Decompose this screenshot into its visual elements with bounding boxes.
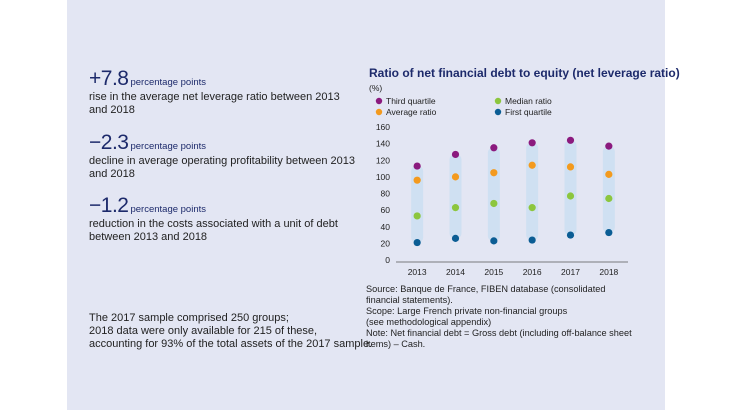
stat-unit: percentage points [130,77,206,88]
average-point [451,173,460,181]
chart-notes: Source: Banque de France, FIBEN database… [366,284,636,350]
stat-leverage: +7.8 percentage points rise in the averag… [89,67,361,117]
y-tick-label: 80 [381,189,391,199]
interquartile-band [487,147,500,241]
median-point [566,192,575,200]
third-quartile-point [528,139,536,147]
x-tick-label: 2017 [561,267,580,277]
first-quartile-point [566,231,575,239]
average-point [605,170,613,178]
note-line: Note: Net financial debt = Gross debt (i… [366,328,632,338]
sample-note-line: The 2017 sample comprised 250 groups; [89,312,289,324]
stat-debt-cost: −1.2 percentage points reduction in the c… [89,194,361,244]
stat-value: −1.2 [89,194,129,217]
y-tick-label: 100 [376,172,390,182]
legend-marker [375,97,383,105]
median-point [605,194,613,203]
legend-marker [494,108,502,116]
note-line: Scope: Large French private non-financia… [366,306,568,316]
stat-description: decline in average operating profitabili… [89,155,356,180]
note-line: Source: Banque de France, FIBEN database… [366,284,606,294]
legend-label: First quartile [505,107,552,117]
x-tick-label: 2015 [484,267,503,277]
median-point [528,204,536,212]
stat-unit: percentage points [130,204,206,215]
interquartile-band [526,142,539,241]
legend-label: Third quartile [386,96,436,106]
y-tick-label: 120 [376,155,390,165]
third-quartile-point [413,162,421,170]
stat-unit: percentage points [130,141,206,152]
legend-marker [375,108,383,116]
median-point [490,199,498,208]
stat-description: rise in the average net leverage ratio b… [89,91,340,116]
x-tick-label: 2014 [446,267,465,277]
interquartile-band [602,146,615,233]
y-tick-label: 160 [376,122,390,132]
legend-label: Median ratio [505,96,552,106]
stat-description: reduction in the costs associated with a… [89,218,338,243]
note-line: (see methodological appendix) [366,317,492,327]
interquartile-band [564,140,577,236]
third-quartile-point [490,144,498,152]
third-quartile-point [451,150,460,159]
first-quartile-point [490,237,498,245]
y-tick-label: 60 [381,205,391,215]
chart-title: Ratio of net financial debt to equity (n… [369,66,680,80]
sample-note-line: accounting for 93% of the total assets o… [89,338,373,350]
third-quartile-point [566,136,575,144]
y-tick-label: 20 [381,238,391,248]
first-quartile-point [451,234,460,242]
average-point [413,176,421,184]
interquartile-band [411,166,424,243]
first-quartile-point [605,228,613,237]
x-tick-label: 2013 [408,267,427,277]
note-line: financial statements). [366,295,453,305]
stat-profitability: −2.3 percentage points decline in average… [89,131,361,181]
first-quartile-point [528,236,536,244]
y-axis-label: (%) [369,83,382,93]
y-tick-label: 140 [376,139,390,149]
sample-note-line: 2018 data were only available for 215 of… [89,325,318,337]
y-tick-label: 0 [385,255,390,265]
x-tick-label: 2018 [599,267,618,277]
average-point [490,169,498,177]
third-quartile-point [605,142,613,150]
average-point [566,163,575,171]
first-quartile-point [413,238,421,247]
y-tick-label: 40 [381,222,391,232]
median-point [413,212,421,220]
interquartile-band [449,154,462,239]
legend-marker [494,97,502,105]
legend-label: Average ratio [386,107,437,117]
average-point [528,161,536,169]
note-line: items) – Cash. [366,339,426,349]
median-point [451,204,460,212]
sample-note: The 2017 sample comprised 250 groups; 20… [89,312,373,351]
stat-value: −2.3 [89,131,129,154]
stat-value: +7.8 [89,67,129,90]
x-tick-label: 2016 [523,267,542,277]
